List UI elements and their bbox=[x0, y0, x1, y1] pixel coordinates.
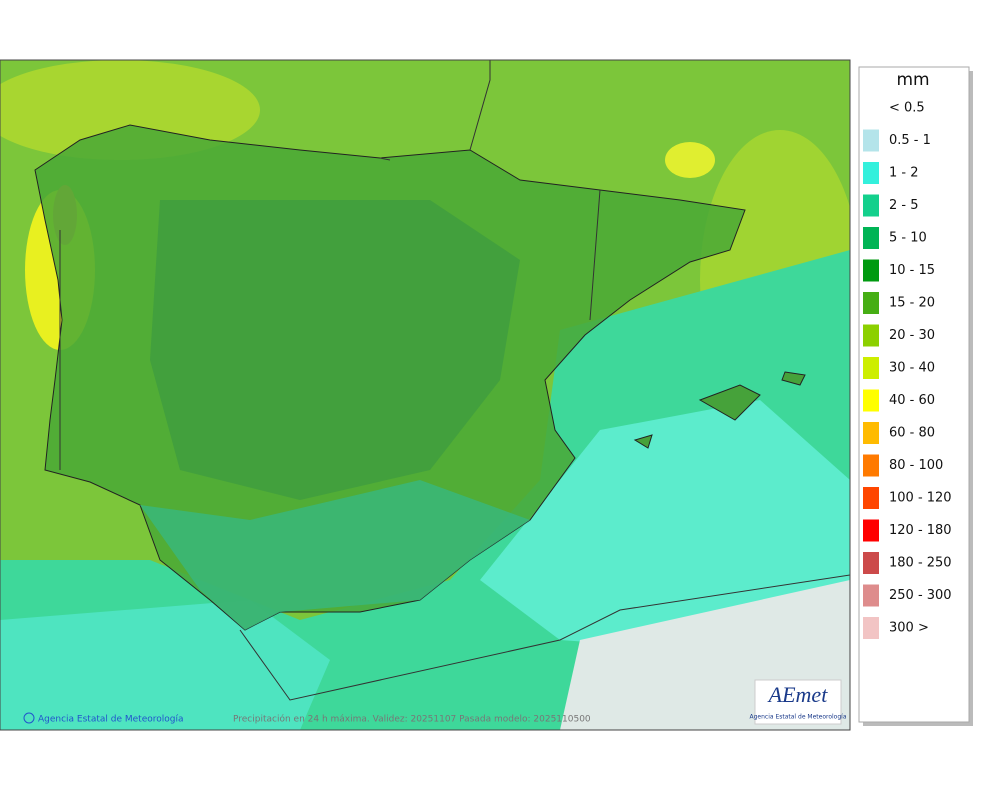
logo: AEmet bbox=[767, 682, 829, 707]
island bbox=[633, 434, 653, 449]
legend-label: 60 - 80 bbox=[889, 426, 935, 441]
legend-label: 30 - 40 bbox=[889, 361, 935, 376]
precip-area bbox=[0, 60, 260, 160]
legend-label: 100 - 120 bbox=[889, 491, 952, 506]
legend-swatch bbox=[863, 292, 879, 314]
precip-area bbox=[150, 200, 520, 500]
credit: Agencia Estatal de Meteorología bbox=[38, 715, 184, 725]
legend-swatch bbox=[863, 259, 879, 282]
legend-label: 120 - 180 bbox=[889, 523, 952, 538]
legend-swatch bbox=[863, 487, 879, 509]
legend-unit: mm bbox=[896, 70, 929, 90]
legend-label: 180 - 250 bbox=[889, 556, 952, 571]
precip-area bbox=[0, 600, 330, 730]
map bbox=[0, 60, 850, 730]
island bbox=[781, 371, 806, 386]
legend-swatch bbox=[863, 324, 879, 347]
legend-swatch bbox=[863, 552, 879, 574]
island bbox=[698, 384, 761, 421]
legend-label: 10 - 15 bbox=[889, 263, 935, 278]
legend-label: 300 > bbox=[889, 621, 929, 636]
legend-label: 40 - 60 bbox=[889, 393, 935, 408]
legend-swatch bbox=[863, 454, 879, 477]
legend-swatch bbox=[863, 357, 879, 379]
legend-swatch bbox=[863, 389, 879, 412]
legend-label: 250 - 300 bbox=[889, 588, 952, 603]
legend-swatch bbox=[863, 194, 879, 217]
legend-label: 2 - 5 bbox=[889, 198, 919, 213]
legend-swatch bbox=[863, 227, 879, 249]
legend-label: < 0.5 bbox=[889, 101, 925, 116]
precip-area bbox=[140, 480, 530, 630]
precip-area bbox=[665, 142, 715, 178]
legend-label: 80 - 100 bbox=[889, 458, 943, 473]
logo-box bbox=[754, 679, 842, 725]
legend-swatch bbox=[863, 584, 879, 607]
precip-area bbox=[480, 400, 850, 650]
caption: Precipitación en 24 h máxima. Validez: 2… bbox=[233, 714, 591, 725]
legend-swatch bbox=[863, 162, 879, 184]
legend-label: 20 - 30 bbox=[889, 328, 935, 343]
legend-label: 1 - 2 bbox=[889, 166, 919, 181]
logo-subtitle: Agencia Estatal de Meteorología bbox=[750, 714, 847, 721]
legend-swatch bbox=[863, 129, 879, 152]
legend-swatch bbox=[863, 422, 879, 444]
legend-label: 5 - 10 bbox=[889, 231, 927, 246]
legend-label: 15 - 20 bbox=[889, 296, 935, 311]
legend: < 0.5 0.5 - 1 1 - 2 2 - 5 5 - 10 10 - 15 15 - … bbox=[863, 101, 952, 639]
borders bbox=[59, 60, 850, 701]
copyright-icon bbox=[23, 712, 35, 724]
legend-swatch bbox=[863, 519, 879, 542]
legend-label: 0.5 - 1 bbox=[889, 133, 931, 148]
map-frame bbox=[0, 59, 851, 731]
legend-swatch bbox=[863, 617, 879, 639]
